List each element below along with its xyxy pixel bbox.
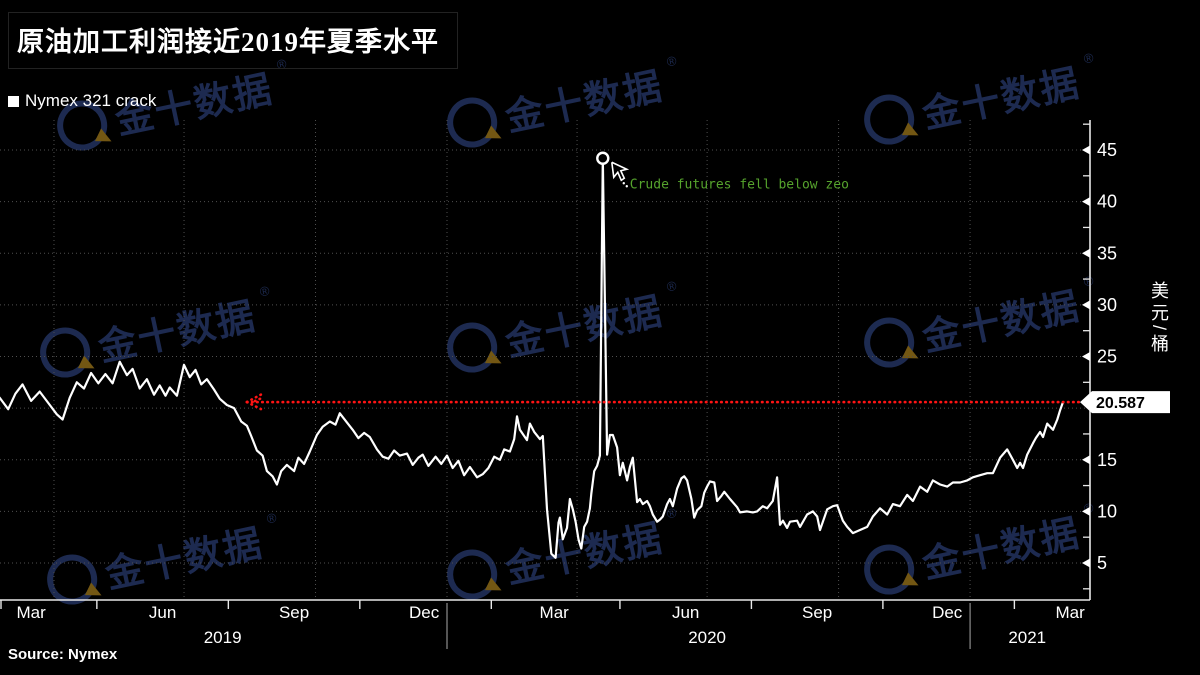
price-line [0, 157, 1065, 559]
svg-text:Mar: Mar [540, 603, 570, 622]
chart-legend: Nymex 321 crack [8, 91, 156, 111]
svg-text:5: 5 [1097, 553, 1107, 573]
y-axis-labels: 45 40 35 30 25 15 10 5 [1082, 123, 1117, 590]
svg-text:10: 10 [1097, 501, 1117, 521]
svg-text:Mar: Mar [1055, 603, 1085, 622]
svg-text:2020: 2020 [688, 628, 726, 647]
chart-title: 原油加工利润接近2019年夏季水平 [8, 12, 458, 69]
legend-label: Nymex 321 crack [25, 91, 157, 110]
x-axis-ticks [0, 600, 1016, 609]
y-axis-unit-label: 美元/桶 [1149, 281, 1169, 357]
grid [0, 120, 1090, 600]
reference-line [245, 392, 1092, 411]
svg-text:30: 30 [1097, 295, 1117, 315]
last-price-box: 20.587 [1080, 391, 1170, 414]
svg-text:40: 40 [1097, 192, 1117, 212]
legend-swatch-icon [8, 95, 19, 107]
cursor-icon [610, 161, 630, 188]
svg-text:Sep: Sep [279, 603, 309, 622]
svg-text:Dec: Dec [932, 603, 963, 622]
svg-text:35: 35 [1097, 243, 1117, 263]
axes [0, 120, 1091, 601]
annotation-text: Crude futures fell below zeo [630, 177, 849, 192]
svg-text:2019: 2019 [204, 628, 242, 647]
source-note: Source: Nymex [8, 646, 118, 663]
svg-text:Jun: Jun [149, 603, 176, 622]
svg-text:Jun: Jun [672, 603, 699, 622]
x-axis-year-labels: 2019 2020 2021 [204, 628, 1046, 647]
svg-text:20.587: 20.587 [1096, 395, 1145, 412]
svg-text:Sep: Sep [802, 603, 832, 622]
svg-text:Mar: Mar [16, 603, 46, 622]
svg-text:25: 25 [1097, 347, 1117, 367]
x-axis-month-labels: Mar Jun Sep Dec Mar Jun Sep Dec Mar [16, 603, 1085, 622]
event-marker-circle [596, 151, 610, 165]
svg-text:2021: 2021 [1008, 628, 1046, 647]
svg-text:45: 45 [1097, 140, 1117, 160]
svg-text:15: 15 [1097, 450, 1117, 470]
svg-text:Dec: Dec [409, 603, 440, 622]
